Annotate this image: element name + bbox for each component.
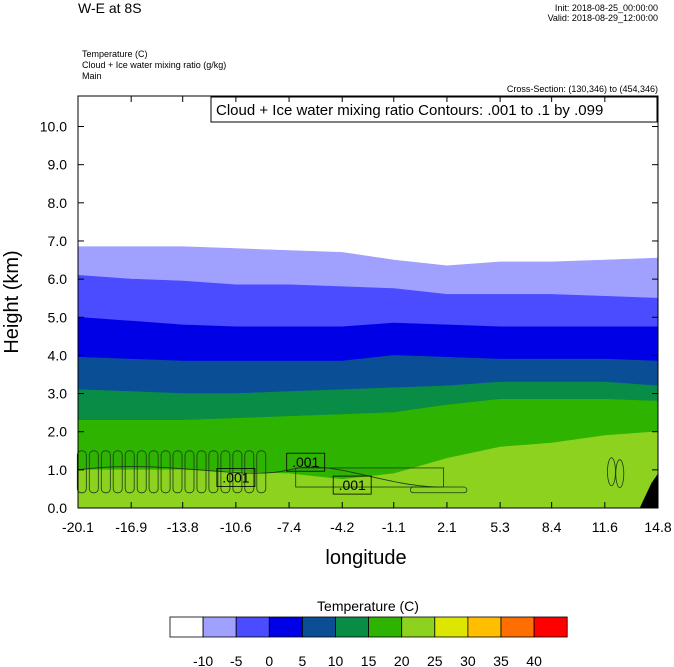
- x-tick-label: -13.8: [167, 519, 199, 535]
- y-tick-label: 4.0: [48, 347, 68, 363]
- colorbar-label: 40: [526, 653, 542, 667]
- x-tick-label: -16.9: [115, 519, 147, 535]
- y-axis-label: Height (km): [1, 250, 23, 353]
- colorbar-label: 0: [265, 653, 273, 667]
- colorbar-box-2: [235, 616, 270, 638]
- colorbar-labels: -10 -5 0 5 10 15 20 25 30 35 40: [193, 653, 542, 667]
- colorbar-box-1: [202, 616, 237, 638]
- cloud-contour-cell: [615, 459, 625, 489]
- x-tick-label: -20.1: [62, 519, 94, 535]
- cloud-contour-cell: [208, 450, 219, 494]
- x-tick-label: -4.2: [330, 519, 354, 535]
- contour-annotation-text: Cloud + Ice water mixing ratio Contours:…: [216, 102, 603, 119]
- y-tick-label: 0.0: [48, 500, 68, 516]
- colorbar-label: 20: [394, 653, 410, 667]
- y-tick-label: 5.0: [48, 309, 68, 325]
- cloud-contour-cell: [124, 450, 135, 494]
- cloud-contour-cell: [88, 450, 99, 494]
- cloud-contour-cell: [256, 450, 267, 494]
- contour-label-box: [216, 468, 256, 487]
- colorbar-label: 25: [427, 653, 443, 667]
- colorbar-label: -10: [193, 653, 213, 667]
- colorbar-label: 35: [493, 653, 509, 667]
- contour-label-box: [286, 452, 326, 472]
- y-tick-label: 2.0: [48, 424, 68, 440]
- colorbar-boxes: [169, 616, 568, 638]
- contour-annotation-box: [210, 96, 658, 123]
- y-tick-label: 10.0: [40, 119, 67, 135]
- contour-label-2: .001: [339, 477, 366, 493]
- temperature-bands: [77, 246, 659, 509]
- colorbar-label: 5: [299, 653, 307, 667]
- x-tick-label: -7.4: [277, 519, 301, 535]
- cloud-contour-cell: [136, 450, 147, 494]
- cloud-contour-cell: [184, 450, 195, 494]
- x-tick-label: 8.4: [542, 519, 562, 535]
- y-tick-label: 1.0: [48, 462, 68, 478]
- terrain-mask: [639, 473, 658, 508]
- x-tick-label: 14.8: [644, 519, 671, 535]
- colorbar-box-4: [301, 616, 336, 638]
- colorbar-box-9: [467, 616, 502, 638]
- colorbar-box-10: [500, 616, 535, 638]
- x-tick-label: 11.6: [592, 519, 618, 535]
- colorbar-box-8: [434, 616, 469, 638]
- cloud-ice-contours: [76, 450, 625, 494]
- cloud-contour-cell: [112, 450, 123, 494]
- field-label-main: Main: [82, 71, 102, 81]
- cloud-contour-cell: [160, 450, 171, 494]
- colorbar-box-7: [401, 616, 436, 638]
- y-tick-label: 9.0: [48, 157, 68, 173]
- x-axis-ticks: -20.1 -16.9 -13.8 -10.6 -7.4 -4.2 -1.1 2.1 5.3 8.…: [62, 96, 672, 535]
- colorbar-box-5: [335, 616, 369, 638]
- y-tick-label: 6.0: [48, 271, 68, 287]
- colorbar-box-3: [268, 616, 303, 638]
- cloud-contour-cell: [196, 450, 207, 494]
- cloud-contour-cell: [148, 450, 159, 494]
- colorbar-box-11: [533, 616, 568, 638]
- cloud-contour-cell: [244, 450, 255, 494]
- cloud-contour-cell: [100, 450, 111, 494]
- colorbar-box-6: [368, 616, 403, 638]
- valid-time-text: Valid: 2018-08-29_12:00:00: [547, 13, 658, 23]
- y-axis-ticks: 0.0 1.0 2.0 3.0 4.0 5.0 6.0 7.0 8.0 9.0 10.0: [40, 119, 658, 516]
- colorbar-title: Temperature (C): [317, 598, 419, 614]
- cloud-contour-cell: [172, 450, 183, 494]
- cloud-contour-cell: [232, 450, 243, 494]
- x-tick-label: -10.6: [220, 519, 252, 535]
- field-label-temperature: Temperature (C): [82, 49, 148, 59]
- x-axis-label: longitude: [325, 547, 406, 569]
- cloud-contour-line: [295, 467, 445, 488]
- y-tick-label: 3.0: [48, 386, 68, 402]
- cross-section-text: Cross-Section: (130,346) to (454,346): [506, 84, 658, 94]
- x-tick-label: 2.1: [437, 519, 457, 535]
- plot-frame: [77, 95, 659, 509]
- y-tick-label: 8.0: [48, 195, 68, 211]
- contour-label-0: .001: [222, 470, 249, 486]
- contour-annotation: Cloud + Ice water mixing ratio Contours:…: [210, 96, 658, 123]
- contour-label-box: [332, 475, 372, 495]
- x-tick-label: -1.1: [382, 519, 406, 535]
- chart-title: W-E at 8S: [78, 0, 142, 16]
- colorbar-label: 10: [328, 653, 344, 667]
- cloud-contour-line: [77, 466, 437, 488]
- cloud-contour-cell: [76, 450, 87, 494]
- colorbar-label: 30: [460, 653, 476, 667]
- contour-label-1: .001: [292, 454, 319, 470]
- contour-labels: .001 .001 .001: [216, 452, 372, 495]
- colorbar-label: -5: [230, 653, 243, 667]
- y-tick-label: 7.0: [48, 233, 68, 249]
- terrain-fill: [639, 473, 658, 508]
- cloud-contour-line: [409, 486, 468, 494]
- field-label-cloud-ice: Cloud + Ice water mixing ratio (g/kg): [82, 60, 227, 70]
- colorbar: Temperature (C) -10 -5 0 5 10 15 20 25 30 35 40: [169, 598, 568, 667]
- init-time-text: Init: 2018-08-25_00:00:00: [554, 3, 658, 13]
- colorbar-label: 15: [361, 653, 377, 667]
- colorbar-box-0: [169, 616, 204, 638]
- x-tick-label: 5.3: [490, 519, 510, 535]
